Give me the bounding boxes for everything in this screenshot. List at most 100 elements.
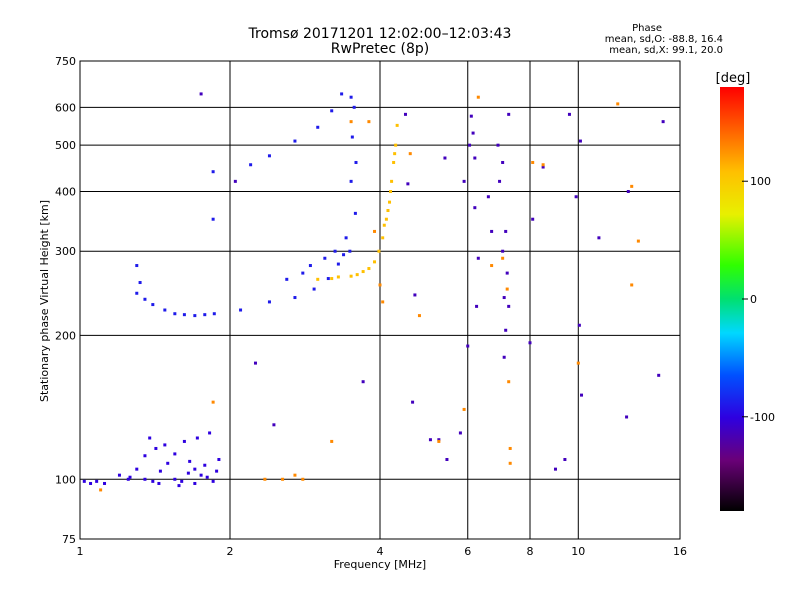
data-point	[393, 152, 397, 156]
data-point	[163, 443, 167, 447]
data-point	[340, 92, 344, 96]
data-point	[353, 211, 357, 215]
data-point	[199, 473, 203, 477]
colorbar-tick-label: -100	[750, 411, 775, 424]
data-point	[188, 459, 192, 463]
data-point	[443, 156, 447, 160]
data-point	[462, 407, 466, 411]
data-point	[576, 361, 580, 365]
data-point	[574, 195, 578, 199]
data-point	[361, 270, 365, 274]
data-point	[541, 165, 545, 169]
phase-stats-x-mode: mean, sd,X: 99.1, 20.0	[609, 45, 723, 56]
data-point	[504, 229, 508, 233]
data-point	[211, 217, 215, 221]
data-point	[367, 267, 371, 271]
data-point	[330, 109, 334, 113]
data-point	[462, 179, 466, 183]
data-point	[508, 461, 512, 465]
data-point	[267, 300, 271, 304]
data-point	[597, 236, 601, 240]
data-point	[354, 160, 358, 164]
data-point	[344, 236, 348, 240]
y-tick-label: 300	[55, 245, 76, 258]
data-point	[135, 264, 139, 268]
data-point	[473, 206, 477, 210]
data-point	[233, 179, 237, 183]
data-point	[272, 423, 276, 427]
data-point	[578, 139, 582, 143]
data-point	[361, 380, 365, 384]
data-point	[475, 304, 479, 308]
x-tick-label: 2	[227, 545, 234, 558]
data-points	[82, 92, 665, 492]
data-point	[406, 182, 410, 186]
data-point	[498, 179, 502, 183]
data-point	[143, 454, 147, 458]
data-point	[636, 239, 640, 243]
data-point	[336, 262, 340, 266]
data-point	[143, 477, 147, 481]
plot-frame	[79, 60, 681, 540]
data-point	[373, 229, 377, 233]
data-point	[143, 297, 147, 301]
data-point	[458, 431, 462, 435]
data-point	[496, 143, 500, 147]
data-point	[553, 467, 557, 471]
data-point	[355, 273, 359, 277]
x-tick-label: 16	[673, 545, 687, 558]
data-point	[128, 475, 132, 479]
phase-stats-o-mode: mean, sd,O: -88.8, 16.4	[605, 34, 723, 45]
data-point	[486, 195, 490, 199]
data-point	[336, 275, 340, 279]
data-point	[203, 313, 207, 317]
data-point	[468, 143, 472, 147]
data-point	[403, 112, 407, 116]
x-tick-label: 8	[527, 545, 534, 558]
data-point	[186, 471, 190, 475]
y-axis-ticks: 75 100 200 300 400 500 600 750	[55, 55, 76, 546]
data-point	[148, 436, 152, 440]
data-point	[490, 229, 494, 233]
data-point	[501, 249, 505, 253]
data-point	[352, 105, 356, 109]
y-tick-label: 400	[55, 185, 76, 198]
data-point	[466, 344, 470, 348]
data-point	[173, 477, 177, 481]
data-point	[135, 467, 139, 471]
data-point	[342, 253, 346, 257]
data-point	[211, 400, 215, 404]
data-point	[394, 143, 398, 147]
data-point	[82, 479, 86, 483]
data-point	[281, 477, 285, 481]
data-point	[199, 92, 203, 96]
data-point	[89, 481, 93, 485]
data-point	[507, 380, 511, 384]
y-tick-label: 750	[55, 55, 76, 68]
x-tick-label: 6	[464, 545, 471, 558]
data-point	[413, 293, 417, 297]
data-point	[263, 477, 267, 481]
data-point	[138, 281, 142, 285]
data-point	[408, 152, 412, 156]
data-point	[239, 308, 243, 312]
data-point	[502, 355, 506, 359]
data-point	[390, 179, 394, 183]
data-point	[508, 446, 512, 450]
data-point	[657, 373, 661, 377]
data-point	[182, 439, 186, 443]
data-point	[217, 457, 221, 461]
data-point	[293, 139, 297, 143]
chart-title: Tromsø 20171201 12:02:00–12:03:43	[248, 26, 512, 42]
data-point	[158, 469, 162, 473]
data-point	[195, 436, 199, 440]
y-axis-label: Stationary phase Virtual Height [km]	[38, 200, 51, 402]
x-tick-label: 1	[77, 545, 84, 558]
data-point	[567, 112, 571, 116]
data-point	[211, 479, 215, 483]
data-point	[563, 457, 567, 461]
data-point	[293, 473, 297, 477]
data-point	[531, 160, 535, 164]
